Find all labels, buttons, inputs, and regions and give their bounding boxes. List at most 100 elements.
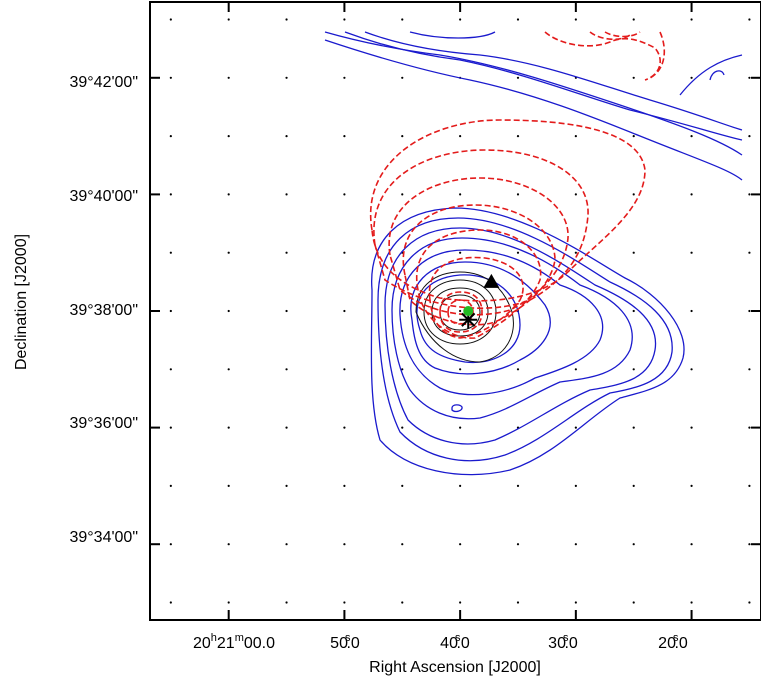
grid-dot <box>401 543 404 546</box>
grid-dot <box>227 601 230 604</box>
grid-dot <box>574 484 577 488</box>
grid-dot <box>401 484 404 488</box>
grid-dot <box>343 426 346 429</box>
grid-dot <box>748 18 751 21</box>
grid-dot <box>227 76 230 79</box>
grid-dot <box>343 484 346 488</box>
grid-dot <box>227 309 230 313</box>
blue-contour-north <box>709 70 725 81</box>
grid-dot <box>516 134 520 138</box>
grid-dot <box>690 484 693 488</box>
grid-dot <box>401 134 404 138</box>
black-contour <box>423 279 497 345</box>
triangle-marker <box>483 273 500 288</box>
grid-dot <box>690 251 693 254</box>
grid-dot <box>516 76 520 79</box>
grid-dot <box>690 134 693 138</box>
grid-dot <box>285 426 288 429</box>
x-tick-label: 20s.0 <box>658 632 688 652</box>
grid-dot <box>748 426 751 429</box>
grid-dot <box>169 484 172 488</box>
x-tick-label: 50s.0 <box>330 632 360 652</box>
grid-dot <box>343 18 346 21</box>
x-tick-label: 20h21m00.0 <box>193 632 275 652</box>
blue-contour-north <box>324 39 743 181</box>
grid-dot <box>343 251 346 254</box>
grid-dot <box>459 251 462 254</box>
grid-dot <box>690 601 693 604</box>
grid-dot <box>227 368 230 371</box>
grid-dot <box>169 134 172 138</box>
grid-dot <box>169 601 172 604</box>
blue-contour <box>416 274 521 364</box>
grid-dot <box>343 368 346 371</box>
grid-dot <box>169 368 172 371</box>
grid-dot <box>459 426 462 429</box>
blue-contour-north <box>409 31 496 39</box>
grid-dot <box>343 543 346 546</box>
blue-contour <box>399 249 604 396</box>
black-contour <box>439 294 481 331</box>
red-contour <box>369 119 646 302</box>
grid-dot <box>227 134 230 138</box>
grid-dot <box>169 76 172 79</box>
grid-dot <box>574 193 577 196</box>
grid-dot <box>401 426 404 429</box>
grid-dot <box>285 134 288 138</box>
grid-dot <box>574 134 577 138</box>
black-contour <box>431 287 489 337</box>
red-contour <box>439 291 483 333</box>
grid-dot <box>227 484 230 488</box>
grid-dot <box>516 543 520 546</box>
grid-dot <box>401 309 404 313</box>
x-axis-label: Right Ascension [J2000] <box>369 659 541 676</box>
grid-dot <box>285 601 288 604</box>
blue-contour-north <box>364 31 743 131</box>
grid-dot <box>459 484 462 488</box>
blue-contour <box>377 217 673 462</box>
blue-contour <box>384 227 657 445</box>
blue-contours <box>324 31 743 476</box>
grid-dot <box>748 193 751 196</box>
red-contour-north <box>604 31 641 38</box>
grid-dot <box>748 76 751 79</box>
green-source-marker <box>463 306 474 316</box>
grid-dot <box>632 251 635 254</box>
grid-dot <box>459 368 462 371</box>
grid-dot <box>516 368 520 371</box>
grid-dot <box>343 134 346 138</box>
grid-dot <box>632 134 635 138</box>
grid-dot <box>574 426 577 429</box>
grid-dot <box>690 76 693 79</box>
grid-dot <box>285 193 288 196</box>
grid-dot <box>690 193 693 196</box>
grid-dot <box>574 309 577 313</box>
y-tick-label: 39°36'00" <box>69 415 138 432</box>
grid-dot <box>748 484 751 488</box>
grid-dot <box>459 543 462 546</box>
grid-dot <box>343 601 346 604</box>
red-contour <box>388 177 569 316</box>
grid-dot <box>227 251 230 254</box>
grid-dot <box>632 426 635 429</box>
grid-dot <box>459 134 462 138</box>
grid-dot <box>690 543 693 546</box>
blue-contour-north <box>679 54 743 96</box>
grid-dot <box>632 601 635 604</box>
blue-contour-north <box>324 31 743 156</box>
grid-dot <box>401 193 404 196</box>
grid-dot <box>227 543 230 546</box>
grid-dot <box>285 76 288 79</box>
grid-dot <box>285 368 288 371</box>
grid-dot <box>632 18 635 21</box>
grid-dot <box>401 76 404 79</box>
grid-dot <box>459 18 462 21</box>
x-tick-label: 40s.0 <box>440 632 470 652</box>
grid-dot <box>632 368 635 371</box>
grid-dot <box>574 18 577 21</box>
grid-dot <box>459 193 462 196</box>
grid-dot <box>516 601 520 604</box>
grid-dot <box>574 368 577 371</box>
axis-ticks <box>150 2 761 620</box>
